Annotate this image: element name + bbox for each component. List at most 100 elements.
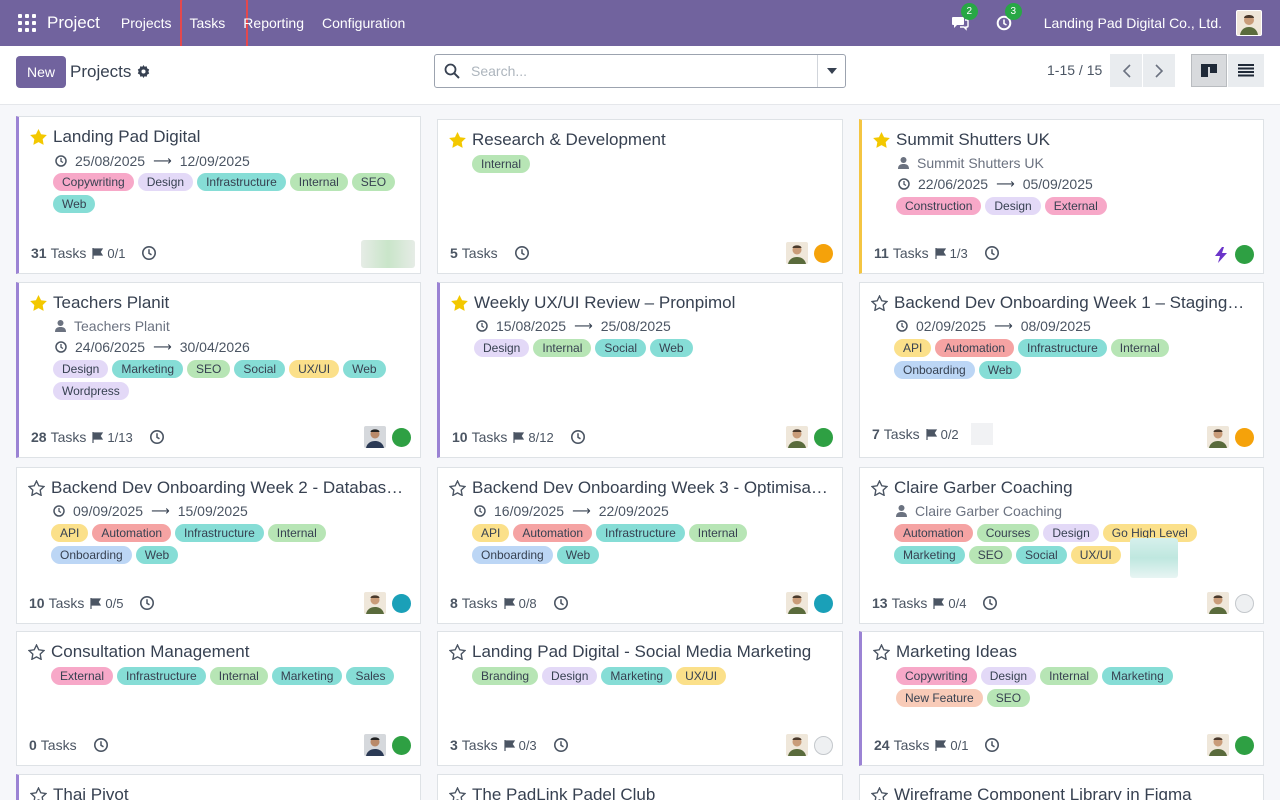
avatar[interactable] <box>364 426 386 448</box>
menu-projects[interactable]: Projects <box>120 15 172 31</box>
activity-clock-icon[interactable] <box>570 429 586 445</box>
tasks-count[interactable]: 10 <box>452 429 468 445</box>
star-outline-icon[interactable] <box>27 479 46 499</box>
menu-configuration[interactable]: Configuration <box>322 15 406 31</box>
tasks-count[interactable]: 24 <box>874 737 890 753</box>
project-title[interactable]: Research & Development <box>472 130 666 149</box>
activity-clock-icon[interactable]: 3 <box>994 3 1022 33</box>
star-outline-icon[interactable] <box>870 294 889 314</box>
avatar[interactable] <box>1207 426 1229 448</box>
search-input[interactable] <box>471 55 811 87</box>
tasks-count[interactable]: 11 <box>874 245 889 261</box>
star-outline-icon[interactable] <box>27 643 46 663</box>
project-card[interactable]: The PadLink Padel Club <box>437 774 843 800</box>
tasks-count[interactable]: 10 <box>29 595 45 611</box>
gear-icon[interactable] <box>137 65 150 81</box>
star-outline-icon[interactable] <box>448 479 467 499</box>
project-card[interactable]: Summit Shutters UK Summit Shutters UK 22… <box>859 119 1264 274</box>
status-dot[interactable] <box>1235 427 1254 447</box>
activity-clock-icon[interactable] <box>982 595 998 611</box>
project-card[interactable]: Marketing Ideas Copywriting Design Inter… <box>859 631 1264 766</box>
project-card[interactable]: Backend Dev Onboarding Week 1 – Staging … <box>859 282 1264 458</box>
project-card[interactable]: Claire Garber Coaching Claire Garber Coa… <box>859 467 1264 624</box>
project-card[interactable]: Weekly UX/UI Review – Pronpimol 15/08/20… <box>437 282 843 458</box>
menu-reporting[interactable]: Reporting <box>243 15 304 31</box>
tasks-count[interactable]: 3 <box>450 737 458 753</box>
list-view-button[interactable] <box>1228 54 1264 87</box>
avatar[interactable] <box>364 734 386 756</box>
star-outline-icon[interactable] <box>448 643 467 663</box>
activity-clock-icon[interactable] <box>141 245 157 261</box>
kanban-view-button[interactable] <box>1191 54 1227 87</box>
star-outline-icon[interactable] <box>448 786 467 800</box>
tasks-count[interactable]: 28 <box>31 429 47 445</box>
project-card[interactable]: Landing Pad Digital - Social Media Marke… <box>437 631 843 766</box>
project-title[interactable]: Weekly UX/UI Review – Pronpimol <box>474 293 736 312</box>
project-title[interactable]: Wireframe Component Library in Figma <box>894 785 1192 800</box>
tasks-count[interactable]: 7 <box>872 426 880 442</box>
activity-clock-icon[interactable] <box>984 737 1000 753</box>
activity-clock-icon[interactable] <box>514 245 530 261</box>
star-filled-icon[interactable] <box>451 295 468 314</box>
tasks-count[interactable]: 31 <box>31 245 47 261</box>
menu-tasks[interactable]: Tasks <box>179 0 248 58</box>
star-outline-icon[interactable] <box>29 786 48 800</box>
project-title[interactable]: Teachers Planit <box>53 293 170 312</box>
avatar[interactable] <box>786 734 808 756</box>
status-dot[interactable] <box>1235 593 1254 613</box>
activity-clock-icon[interactable] <box>139 595 155 611</box>
company-switcher[interactable]: Landing Pad Digital Co., Ltd. <box>1043 15 1222 31</box>
star-outline-icon[interactable] <box>870 479 889 499</box>
project-title[interactable]: The PadLink Padel Club <box>472 785 656 800</box>
avatar[interactable] <box>364 592 386 614</box>
apps-grid-icon[interactable] <box>18 14 36 32</box>
activity-clock-icon[interactable] <box>149 429 165 445</box>
lightning-logo-icon[interactable] <box>1213 246 1229 263</box>
search-options-toggle[interactable] <box>817 55 845 87</box>
app-brand[interactable]: Project <box>47 13 100 32</box>
avatar[interactable] <box>786 242 808 264</box>
project-card[interactable]: Wireframe Component Library in Figma <box>859 774 1264 800</box>
project-title[interactable]: Consultation Management <box>51 642 250 661</box>
project-title[interactable]: Backend Dev Onboarding Week 3 - Optimisa… <box>472 478 828 497</box>
project-title[interactable]: Summit Shutters UK <box>896 130 1050 149</box>
pager-next-button[interactable] <box>1143 54 1175 87</box>
new-project-button[interactable]: New <box>16 56 66 88</box>
star-filled-icon[interactable] <box>30 129 47 148</box>
status-dot[interactable] <box>814 593 833 613</box>
status-dot[interactable] <box>392 593 411 613</box>
tasks-count[interactable]: 5 <box>450 245 458 261</box>
activity-clock-icon[interactable] <box>553 737 569 753</box>
tasks-count[interactable]: 13 <box>872 595 888 611</box>
project-card[interactable]: Consultation Management External Infrast… <box>16 631 421 766</box>
project-card[interactable]: Backend Dev Onboarding Week 2 - Database… <box>16 467 421 624</box>
project-card[interactable]: Research & Development Internal 5 Tasks <box>437 119 843 274</box>
status-dot[interactable] <box>1235 735 1254 755</box>
status-dot[interactable] <box>392 427 411 447</box>
star-filled-icon[interactable] <box>873 132 890 151</box>
project-title[interactable]: Backend Dev Onboarding Week 1 – Staging … <box>894 293 1249 312</box>
status-dot[interactable] <box>1235 245 1254 264</box>
pager-value[interactable]: 1-15 / 15 <box>1047 62 1103 78</box>
activity-clock-icon[interactable] <box>93 737 109 753</box>
activity-clock-icon[interactable] <box>553 595 569 611</box>
avatar[interactable] <box>1207 734 1229 756</box>
star-outline-icon[interactable] <box>872 643 891 663</box>
activity-clock-icon[interactable] <box>984 245 1000 261</box>
project-title[interactable]: Thai Pivot <box>53 785 129 800</box>
project-title[interactable]: Landing Pad Digital <box>53 127 201 146</box>
project-card[interactable]: Landing Pad Digital 25/08/2025 ⟶ 12/09/202… <box>16 116 421 274</box>
status-dot[interactable] <box>814 243 833 263</box>
user-avatar[interactable] <box>1236 10 1262 36</box>
project-title[interactable]: Backend Dev Onboarding Week 2 - Database… <box>51 478 406 497</box>
project-title[interactable]: Marketing Ideas <box>896 642 1017 661</box>
star-filled-icon[interactable] <box>30 295 47 314</box>
chat-bubbles-icon[interactable]: 2 <box>950 3 978 33</box>
tasks-count[interactable]: 8 <box>450 595 458 611</box>
status-dot[interactable] <box>392 735 411 755</box>
star-outline-icon[interactable] <box>870 786 889 800</box>
project-title[interactable]: Landing Pad Digital - Social Media Marke… <box>472 642 812 661</box>
project-card[interactable]: Teachers Planit Teachers Planit 24/06/20… <box>16 282 421 458</box>
avatar[interactable] <box>1207 592 1229 614</box>
pager-previous-button[interactable] <box>1110 54 1142 87</box>
